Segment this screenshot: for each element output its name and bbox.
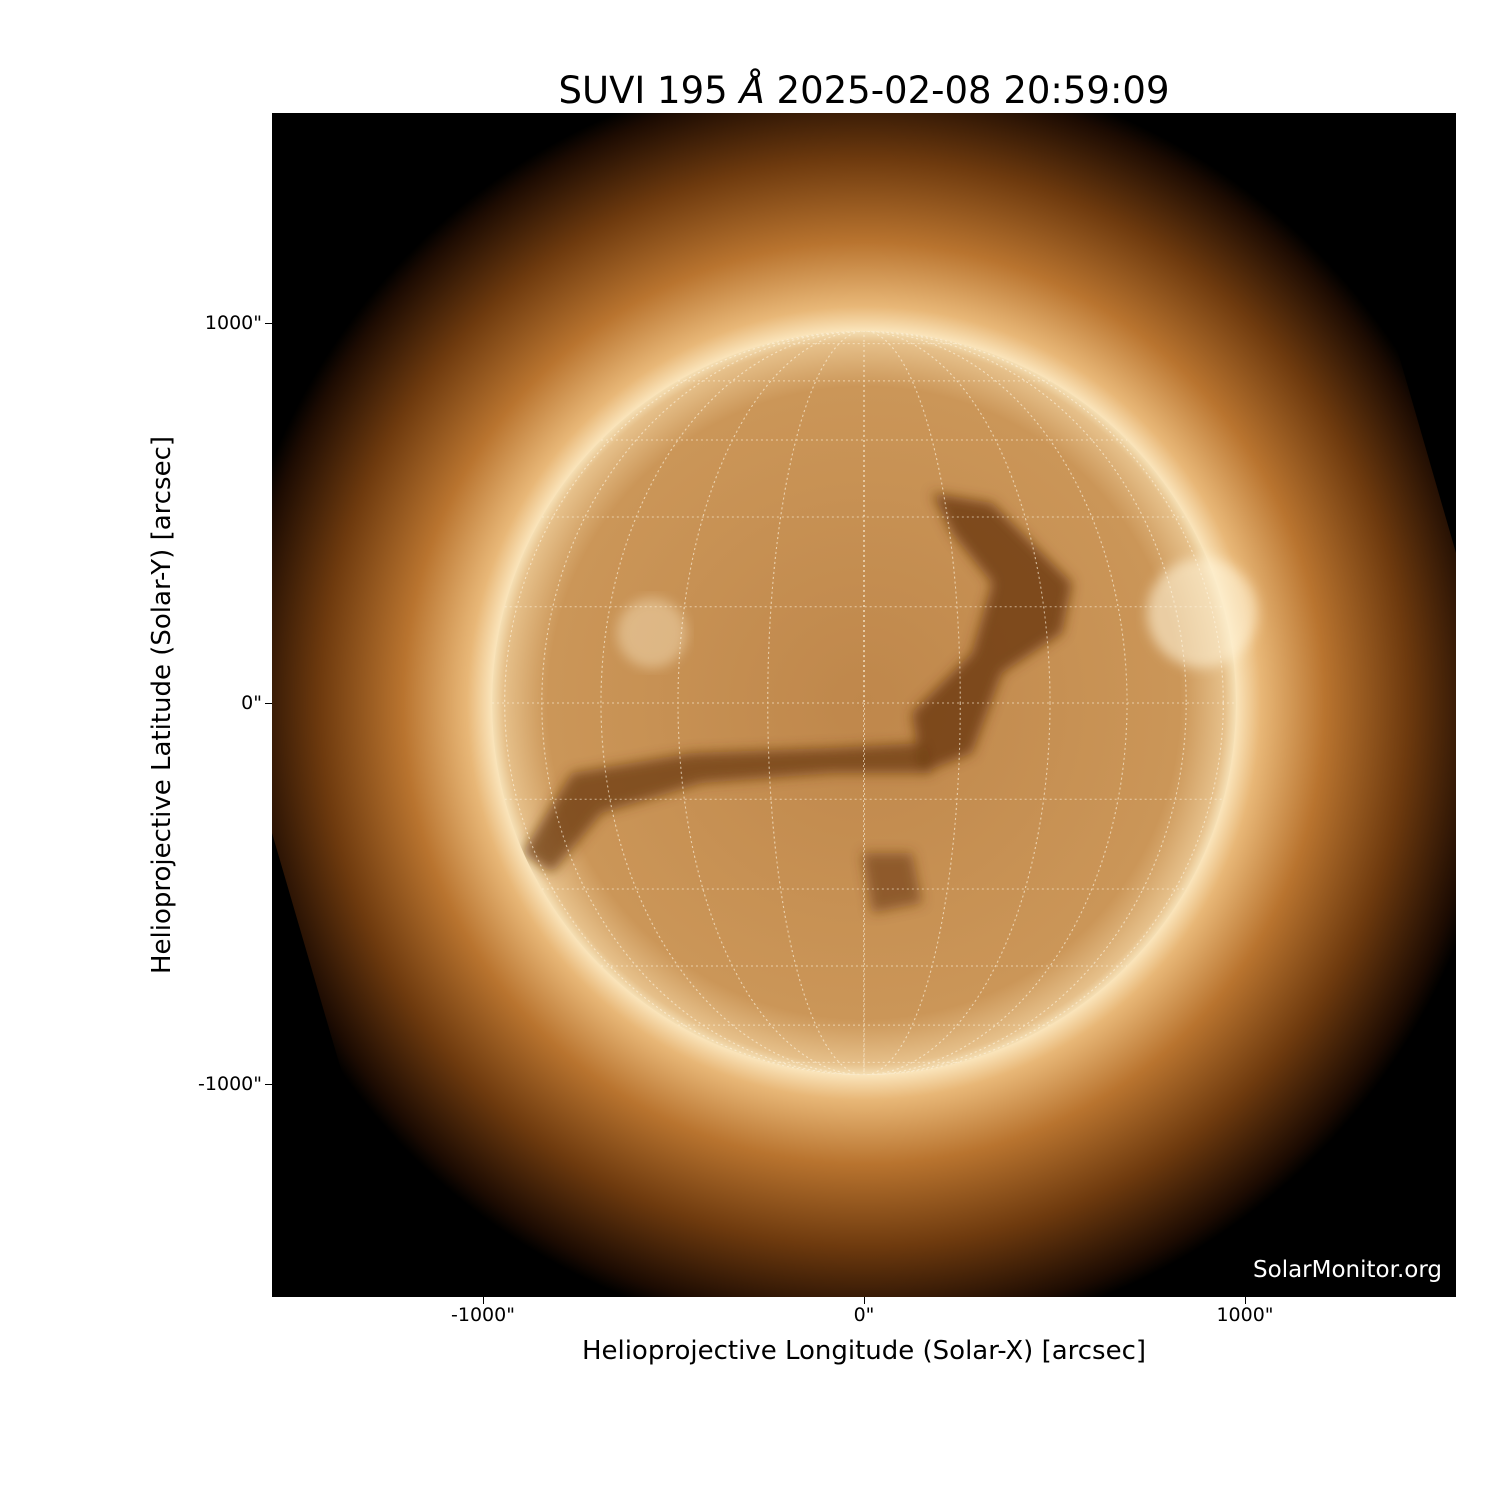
longitude-line xyxy=(541,331,1187,1075)
field-edge-right xyxy=(1352,113,1456,553)
x-tickmark xyxy=(1245,1297,1246,1304)
title-datetime: 2025-02-08 20:59:09 xyxy=(776,69,1170,112)
active-region-east xyxy=(617,598,687,668)
coronal-hole-equatorial xyxy=(522,743,932,873)
y-tickmark xyxy=(265,703,272,704)
x-tickmark xyxy=(864,1297,865,1304)
y-axis-label: Helioprojective Latitude (Solar-Y) [arcs… xyxy=(147,435,177,975)
title-unit: Å xyxy=(739,69,765,112)
x-tick-label: 0" xyxy=(853,1304,875,1326)
solar-image xyxy=(272,113,1456,1297)
x-axis-label: Helioprojective Longitude (Solar-X) [arc… xyxy=(581,1336,1147,1366)
y-tickmark xyxy=(265,1084,272,1085)
coronal-hole-south xyxy=(862,853,922,913)
y-tickmark xyxy=(265,323,272,324)
watermark: SolarMonitor.org xyxy=(1253,1257,1442,1283)
x-tickmark xyxy=(483,1297,484,1304)
y-tick-label: 0" xyxy=(241,692,262,714)
x-tick-label: -1000" xyxy=(451,1304,515,1326)
y-tick-label: -1000" xyxy=(198,1073,262,1095)
active-region-west xyxy=(1147,558,1257,668)
title-instrument: SUVI 195 xyxy=(558,69,728,112)
x-tick-label: 1000" xyxy=(1216,1304,1274,1326)
heliographic-grid xyxy=(492,331,1236,1075)
longitude-line xyxy=(863,331,865,1075)
y-tick-label: 1000" xyxy=(204,312,262,334)
field-edge-left xyxy=(272,833,342,1093)
plot-title: SUVI 195 Å 2025-02-08 20:59:09 xyxy=(272,66,1456,116)
